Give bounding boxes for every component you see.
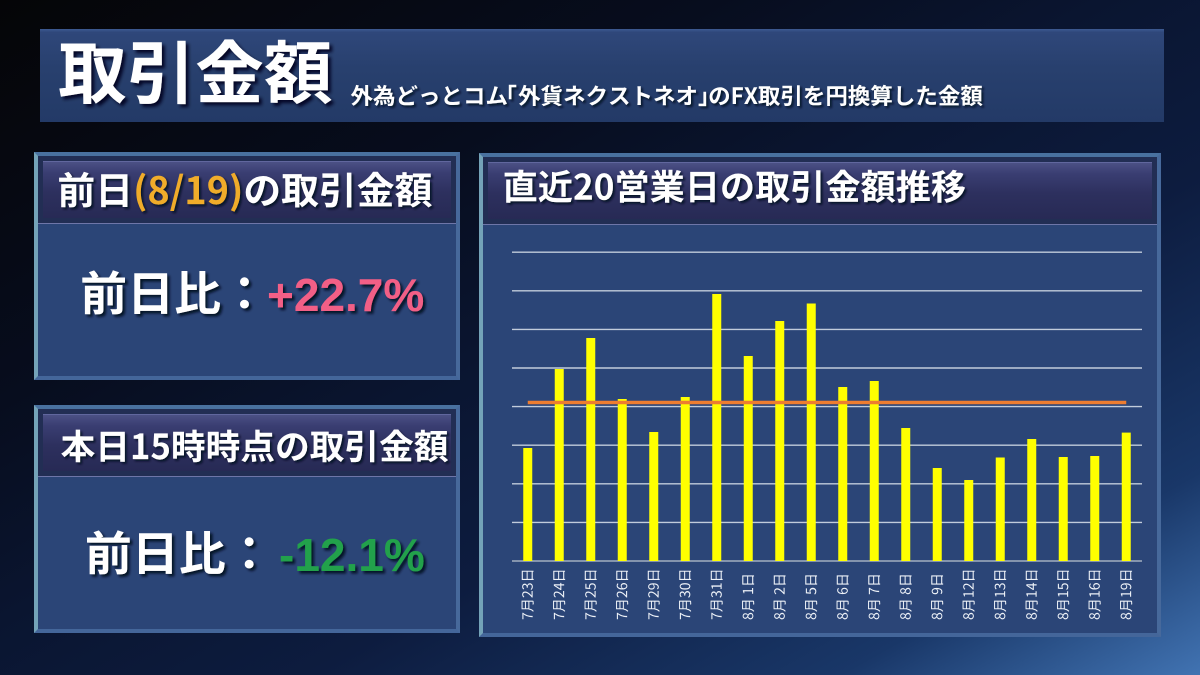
svg-text:-12.1%: -12.1% <box>279 529 425 581</box>
svg-text:+22.7%: +22.7% <box>267 269 424 321</box>
